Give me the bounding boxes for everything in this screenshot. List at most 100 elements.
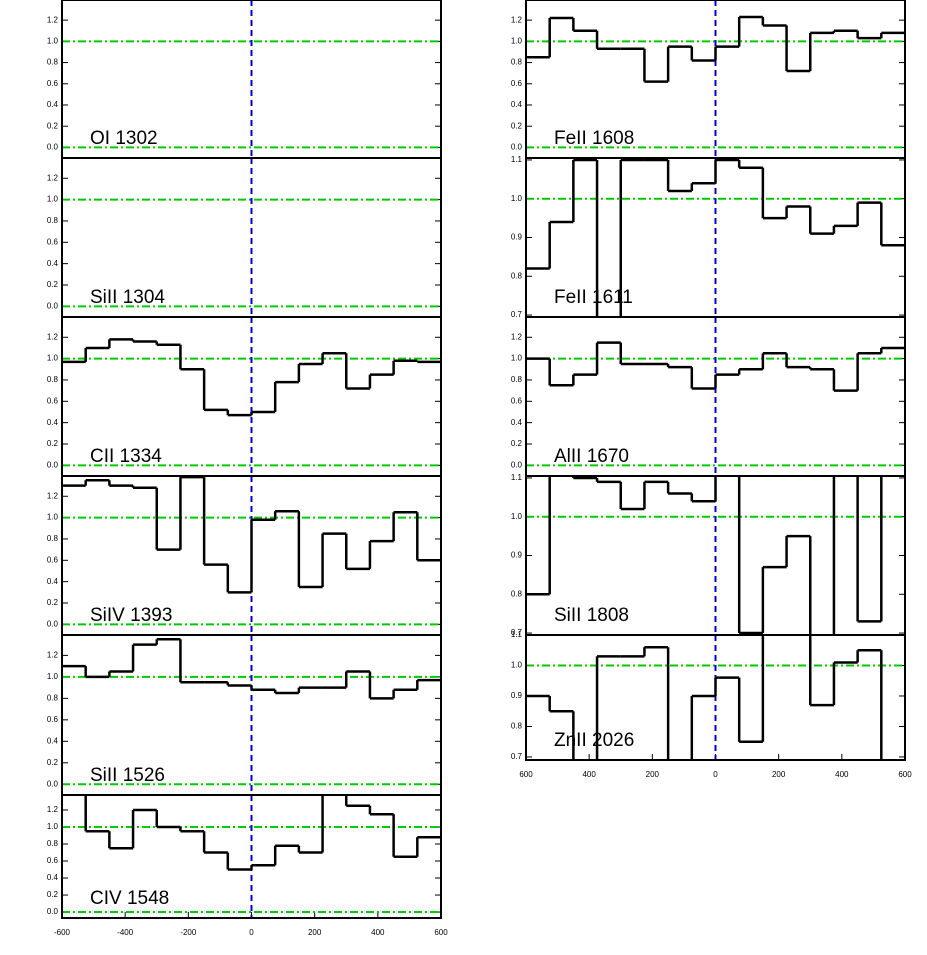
y-tick-label: 0.0 xyxy=(47,907,59,916)
panel: 0.7 0.8 0.9 1.0 1.1 FeII 1611 xyxy=(511,155,906,319)
panel-label: AlII 1670 xyxy=(554,446,629,467)
y-tick-label: 0.7 xyxy=(511,752,523,761)
y-tick-label: 0.0 xyxy=(511,143,523,152)
x-tick-label: 600 xyxy=(519,770,533,779)
y-tick-label: 0.8 xyxy=(511,375,523,384)
y-tick-label: 1.0 xyxy=(47,354,59,363)
y-tick-label: 0.2 xyxy=(47,121,59,130)
panel-label: SiII 1808 xyxy=(554,605,629,626)
y-tick-label: 0.2 xyxy=(47,890,59,899)
y-tick-label: 0.9 xyxy=(511,233,523,242)
y-tick-label: 1.2 xyxy=(47,173,59,182)
panel: 0.0 0.2 0.4 0.6 0.8 1.0 1.2 SiIV 1393 xyxy=(47,475,442,636)
y-tick-label: 1.2 xyxy=(47,805,59,814)
y-tick-label: 1.0 xyxy=(47,195,59,204)
y-tick-label: 1.0 xyxy=(47,672,59,681)
y-tick-label: 1.2 xyxy=(47,15,59,24)
y-tick-label: 0.6 xyxy=(47,79,59,88)
spectrum xyxy=(62,476,441,594)
panel-label: CIV 1548 xyxy=(90,888,169,909)
x-tick-label: 600 xyxy=(898,770,912,779)
y-tick-label: 0.2 xyxy=(47,758,59,767)
x-tick-label: 600 xyxy=(434,928,448,937)
y-tick-label: 0.7 xyxy=(511,310,523,319)
x-tick-label: -200 xyxy=(180,928,197,937)
y-tick-label: 0.8 xyxy=(511,58,523,67)
y-tick-label: 0.8 xyxy=(47,375,59,384)
y-tick-label: 0.2 xyxy=(47,280,59,289)
y-tick-label: 0.0 xyxy=(511,460,523,469)
y-tick-label: 0.6 xyxy=(511,79,523,88)
y-tick-label: 0.4 xyxy=(511,100,523,109)
panel-label: FeII 1611 xyxy=(554,287,633,308)
y-tick-label: 1.0 xyxy=(511,354,523,363)
x-tick-label: 200 xyxy=(646,770,660,779)
panel: 0.0 0.2 0.4 0.6 0.8 1.0 1.2 CII 1334 xyxy=(47,316,442,477)
y-tick-label: 0.8 xyxy=(47,693,59,702)
y-tick-label: 0.4 xyxy=(47,873,59,882)
x-tick-label: 0 xyxy=(249,928,254,937)
y-tick-label: 1.0 xyxy=(511,661,523,670)
y-tick-label: 0.4 xyxy=(47,100,59,109)
y-tick-label: 1.2 xyxy=(511,15,523,24)
spectrum xyxy=(526,341,905,392)
y-tick-label: 0.7 xyxy=(511,628,523,637)
spectrum xyxy=(526,15,905,83)
x-tick-label: 200 xyxy=(772,770,786,779)
y-tick-label: 1.0 xyxy=(511,194,523,203)
y-tick-label: 0.0 xyxy=(47,619,59,628)
y-tick-label: 0.2 xyxy=(511,121,523,130)
y-tick-label: 1.0 xyxy=(47,513,59,522)
y-tick-label: 0.8 xyxy=(47,534,59,543)
y-tick-label: 1.1 xyxy=(511,473,523,482)
panel-label: CII 1334 xyxy=(90,446,162,467)
panel-frame xyxy=(525,634,906,761)
y-tick-label: 0.6 xyxy=(47,396,59,405)
y-tick-label: 0.4 xyxy=(47,418,59,427)
y-tick-label: 0.0 xyxy=(47,143,59,152)
y-tick-label: 0.4 xyxy=(511,418,523,427)
y-tick-label: 1.2 xyxy=(47,491,59,500)
panel-label: SiII 1526 xyxy=(90,765,165,786)
y-tick-label: 0.8 xyxy=(511,589,523,598)
spectrum xyxy=(62,638,441,700)
panel: 0.7 0.8 0.9 1.0 1.1 SiII 1808 xyxy=(511,473,906,637)
y-tick-label: 0.8 xyxy=(47,839,59,848)
y-tick-label: 0.0 xyxy=(47,460,59,469)
y-tick-label: 0.8 xyxy=(47,58,59,67)
y-tick-label: 0.6 xyxy=(47,715,59,724)
panel: 0.0 0.2 0.4 0.6 0.8 1.0 1.2 FeII 1608 xyxy=(511,0,906,159)
x-tick-label: 0 xyxy=(713,770,718,779)
panel-frame xyxy=(61,794,442,919)
panel: 0.0 0.2 0.4 0.6 0.8 1.0 1.2 -600 -400 -200 0 200 400… xyxy=(47,794,448,937)
y-tick-label: 0.6 xyxy=(47,555,59,564)
y-tick-label: 1.1 xyxy=(511,630,523,639)
panel: 0.0 0.2 0.4 0.6 0.8 1.0 1.2 SiII 1526 xyxy=(47,634,442,796)
y-tick-label: 0.8 xyxy=(511,722,523,731)
spectrum xyxy=(62,338,441,417)
spectrum xyxy=(526,476,883,635)
y-tick-label: 0.4 xyxy=(47,736,59,745)
y-tick-label: 1.2 xyxy=(47,651,59,660)
y-tick-label: 0.2 xyxy=(511,439,523,448)
y-tick-label: 0.6 xyxy=(47,237,59,246)
spectrum xyxy=(84,795,441,871)
spectrum xyxy=(526,635,883,760)
y-tick-label: 1.2 xyxy=(511,332,523,341)
panel-label: OI 1302 xyxy=(90,128,158,149)
y-tick-label: 1.2 xyxy=(47,332,59,341)
y-tick-label: 0.4 xyxy=(47,259,59,268)
panel-label: ZnII 2026 xyxy=(554,730,634,751)
panel-label: FeII 1608 xyxy=(554,128,634,149)
y-tick-label: 1.0 xyxy=(511,36,523,45)
y-tick-label: 0.2 xyxy=(47,439,59,448)
y-tick-label: 0.2 xyxy=(47,598,59,607)
panel: 0.7 0.8 0.9 1.0 1.1 600 400 200 0 200 400 600 ZnII 2… xyxy=(511,630,912,779)
y-tick-label: 0.8 xyxy=(511,271,523,280)
y-tick-label: 1.0 xyxy=(47,822,59,831)
y-tick-label: 0.6 xyxy=(511,396,523,405)
y-tick-label: 0.0 xyxy=(47,301,59,310)
x-tick-label: 400 xyxy=(582,770,596,779)
spectrum xyxy=(526,158,905,317)
